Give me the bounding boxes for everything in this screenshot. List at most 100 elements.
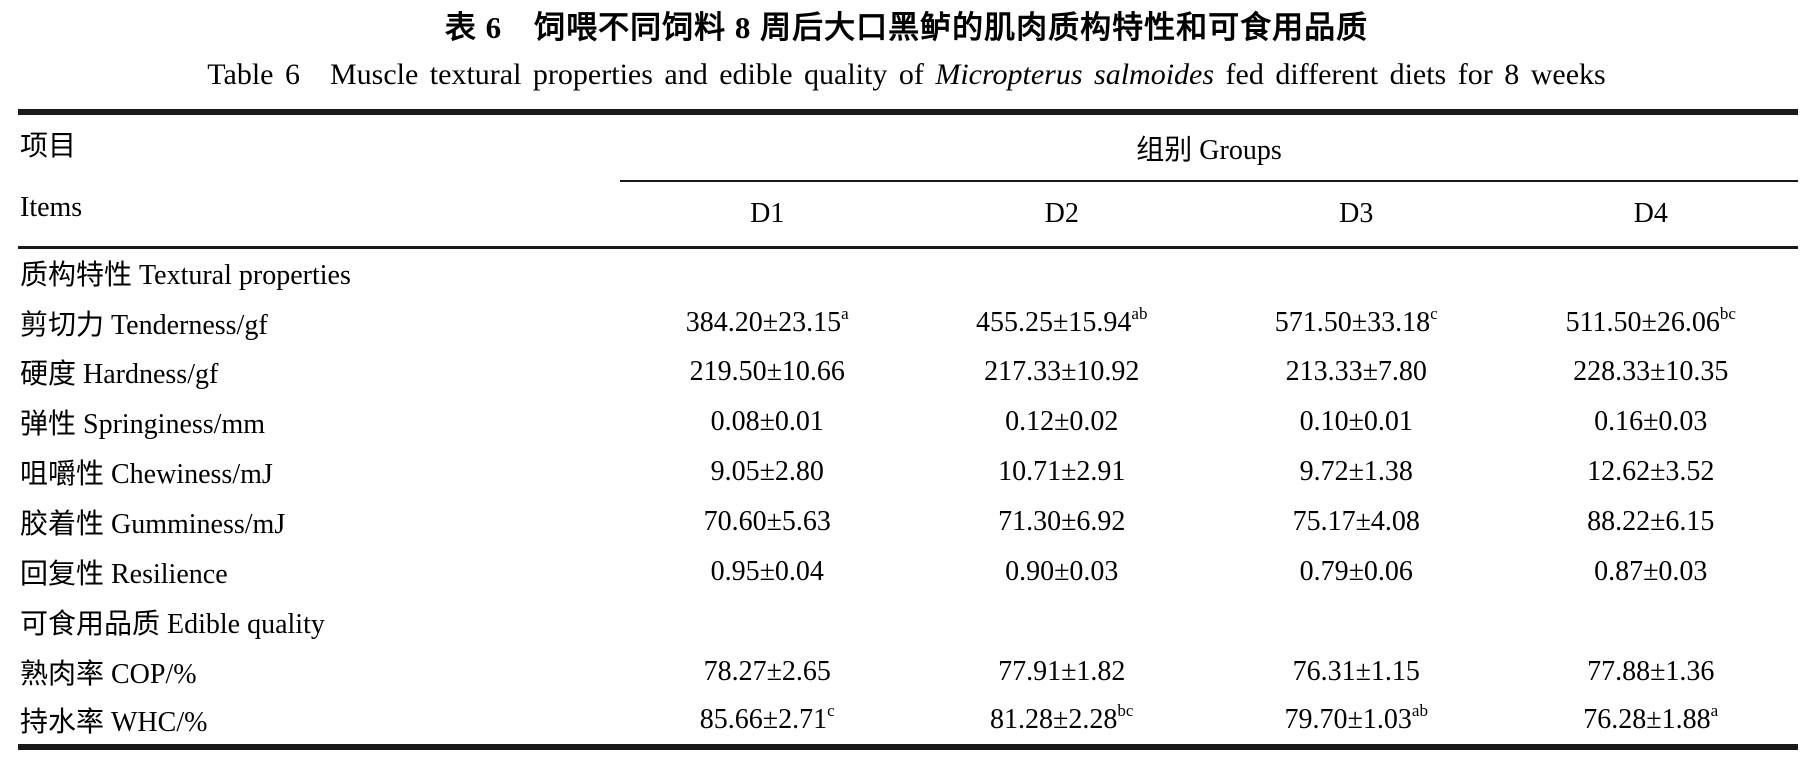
- value-text: 71.30±6.92: [998, 506, 1126, 538]
- column-header-d1: D1: [620, 181, 915, 250]
- value-cell: 0.87±0.03: [1504, 547, 1799, 597]
- value-text: 217.33±10.92: [984, 356, 1140, 388]
- value-text: 384.20±23.15: [685, 306, 842, 338]
- value-text: 0.10±0.01: [1299, 406, 1413, 438]
- value-text: 81.28±2.28: [990, 704, 1118, 736]
- value-cell: 77.91±1.82: [915, 647, 1210, 697]
- column-header-items: 项目 Items: [18, 112, 620, 250]
- significance-superscript: ab: [1411, 701, 1428, 721]
- row-label: 熟肉率 COP/%: [20, 658, 197, 690]
- value-cell: 79.70±1.03ab: [1209, 697, 1504, 747]
- section-row: 可食用品质 Edible quality: [18, 597, 1798, 647]
- value-cell: 0.79±0.06: [1209, 547, 1504, 597]
- table-title-en-prefix: Table 6 Muscle textural properties and e…: [207, 58, 936, 92]
- value-text: 213.33±7.80: [1285, 356, 1427, 388]
- value-text: 12.62±3.52: [1587, 456, 1715, 488]
- table-title-en: Table 6 Muscle textural properties and e…: [0, 57, 1813, 93]
- value-cell: 228.33±10.35: [1504, 347, 1799, 397]
- significance-superscript: a: [1710, 701, 1719, 721]
- value-cell: 77.88±1.36: [1504, 647, 1799, 697]
- items-header-en: Items: [20, 192, 83, 224]
- value-text: 70.60±5.63: [703, 506, 831, 538]
- significance-superscript: c: [1430, 303, 1438, 323]
- row-label: 剪切力 Tenderness/gf: [20, 309, 268, 341]
- value-cell: 71.30±6.92: [915, 497, 1210, 547]
- value-text: 455.25±15.94: [976, 306, 1132, 338]
- header-row-groups: 项目 Items 组别 Groups: [18, 112, 1799, 250]
- header-row-diet-columns: D1 D2 D3 D4: [18, 181, 1799, 250]
- value-text: 79.70±1.03: [1284, 704, 1412, 736]
- value-text: 0.16±0.03: [1594, 406, 1708, 438]
- table-title-zh: 表 6 饲喂不同饲料 8 周后大口黑鲈的肌肉质构特性和可食用品质: [444, 10, 1369, 45]
- value-cell: 75.17±4.08: [1209, 497, 1504, 547]
- value-text: 76.28±1.88: [1583, 704, 1711, 736]
- value-cell: 217.33±10.92: [915, 347, 1210, 397]
- table-row: 熟肉率 COP/% 78.27±2.65 77.91±1.82 76.31±1.15 7…: [18, 647, 1798, 697]
- value-text: 219.50±10.66: [689, 356, 845, 388]
- value-text: 75.17±4.08: [1292, 506, 1420, 538]
- value-cell: 455.25±15.94ab: [915, 298, 1210, 348]
- value-cell: 571.50±33.18c: [1209, 298, 1504, 348]
- value-text: 77.91±1.82: [998, 655, 1126, 687]
- value-text: 9.05±2.80: [710, 456, 824, 488]
- significance-superscript: bc: [1117, 701, 1134, 721]
- value-cell: 0.10±0.01: [1209, 397, 1504, 447]
- table-row: 胶着性 Gumminess/mJ 70.60±5.63 71.30±6.92 75.1…: [18, 497, 1798, 547]
- value-cell: 85.66±2.71c: [620, 697, 915, 747]
- value-cell: 12.62±3.52: [1504, 447, 1799, 497]
- column-header-d4: D4: [1503, 181, 1799, 250]
- value-cell: 511.50±26.06bc: [1504, 298, 1799, 348]
- table-title-en-suffix: fed different diets for 8 weeks: [1214, 58, 1606, 92]
- table-row: 持水率 WHC/% 85.66±2.71c 81.28±2.28bc 79.70±1.…: [18, 697, 1798, 747]
- value-text: 88.22±6.15: [1587, 506, 1715, 538]
- value-text: 85.66±2.71: [699, 704, 828, 736]
- table-body: 质构特性 Textural properties 剪切力 Tenderness/g…: [18, 248, 1798, 747]
- value-cell: 81.28±2.28bc: [915, 697, 1210, 747]
- results-table: 项目 Items 组别 Groups D1 D2 D3 D4 质构特性 Textura…: [18, 109, 1799, 750]
- table-row: 咀嚼性 Chewiness/mJ 9.05±2.80 10.71±2.91 9.72±…: [18, 447, 1798, 497]
- value-text: 77.88±1.36: [1587, 655, 1715, 687]
- value-text: 0.08±0.01: [710, 406, 824, 438]
- value-text: 571.50±33.18: [1274, 306, 1431, 338]
- value-text: 0.79±0.06: [1299, 555, 1413, 587]
- species-name-italic: Micropterus salmoides: [935, 58, 1215, 92]
- value-cell: 76.28±1.88a: [1504, 697, 1799, 747]
- significance-superscript: ab: [1131, 303, 1148, 323]
- value-cell: 0.16±0.03: [1504, 397, 1799, 447]
- section-label: 可食用品质 Edible quality: [20, 608, 325, 640]
- row-label: 咀嚼性 Chewiness/mJ: [20, 459, 273, 491]
- value-cell: 213.33±7.80: [1209, 347, 1504, 397]
- value-cell: 88.22±6.15: [1504, 497, 1799, 547]
- value-text: 9.72±1.38: [1299, 456, 1413, 488]
- value-cell: 0.90±0.03: [915, 547, 1210, 597]
- value-cell: 78.27±2.65: [620, 647, 915, 697]
- value-text: 511.50±26.06: [1565, 306, 1720, 338]
- value-cell: 219.50±10.66: [620, 347, 915, 397]
- value-cell: 9.72±1.38: [1209, 447, 1504, 497]
- section-label: 质构特性 Textural properties: [20, 260, 351, 292]
- row-label: 回复性 Resilience: [20, 558, 228, 590]
- significance-superscript: bc: [1719, 303, 1736, 323]
- value-cell: 384.20±23.15a: [620, 298, 915, 348]
- column-header-groups: 组别 Groups: [620, 112, 1799, 183]
- column-header-d3: D3: [1209, 181, 1504, 250]
- row-label: 持水率 WHC/%: [20, 707, 208, 739]
- value-cell: 76.31±1.15: [1209, 647, 1504, 697]
- significance-superscript: a: [841, 303, 849, 323]
- column-header-d2: D2: [914, 181, 1209, 250]
- value-text: 0.12±0.02: [1005, 406, 1119, 438]
- value-text: 0.90±0.03: [1005, 555, 1119, 587]
- value-cell: 0.12±0.02: [915, 397, 1210, 447]
- section-row: 质构特性 Textural properties: [18, 248, 1798, 298]
- value-cell: 0.95±0.04: [620, 547, 915, 597]
- significance-superscript: c: [827, 701, 835, 721]
- value-cell: 9.05±2.80: [620, 447, 915, 497]
- value-cell: 0.08±0.01: [620, 397, 915, 447]
- value-cell: 10.71±2.91: [915, 447, 1210, 497]
- row-label: 胶着性 Gumminess/mJ: [20, 509, 286, 541]
- items-header-zh: 项目: [20, 131, 77, 163]
- row-label: 弹性 Springiness/mm: [20, 409, 266, 441]
- value-text: 78.27±2.65: [703, 655, 831, 687]
- table-row: 剪切力 Tenderness/gf 384.20±23.15a 455.25±15.…: [18, 298, 1798, 348]
